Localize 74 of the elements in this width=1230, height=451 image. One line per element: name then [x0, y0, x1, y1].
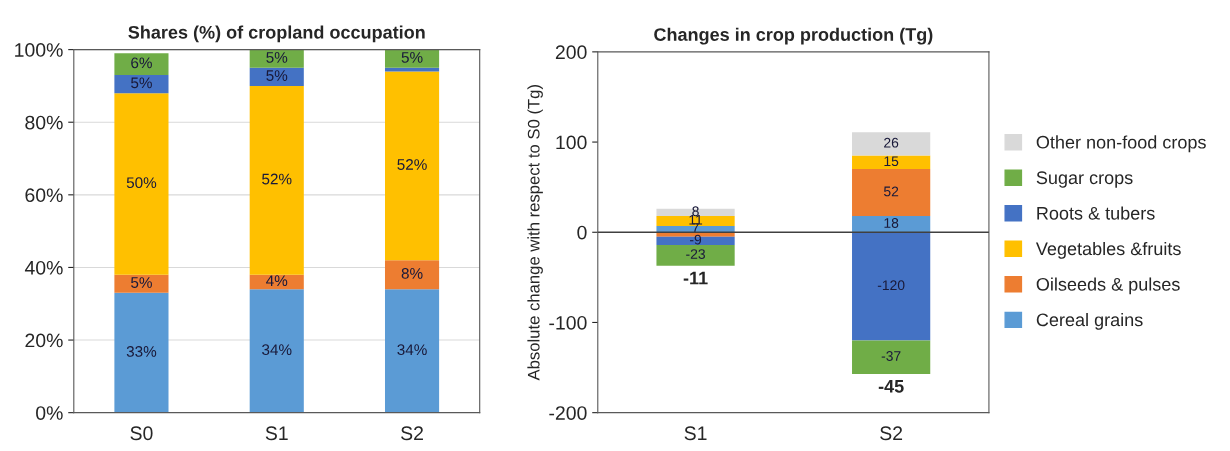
- bar: [114, 75, 169, 94]
- data-label: -9: [690, 234, 702, 245]
- data-label: 5%: [401, 52, 423, 63]
- y-tick-label: 0: [577, 225, 587, 240]
- total-label: -11: [683, 271, 708, 285]
- legend-label: Sugar crops: [1036, 171, 1133, 188]
- legend-label: Vegetables &fruits: [1035, 241, 1181, 259]
- bar: [384, 49, 440, 68]
- bar: [249, 49, 304, 68]
- bar: [249, 289, 304, 413]
- bar: [852, 340, 931, 374]
- bar: [852, 169, 931, 217]
- bar: [249, 85, 304, 275]
- y-tick-label: 40%: [24, 260, 63, 275]
- data-label: 8: [692, 206, 699, 217]
- bar: [384, 289, 440, 413]
- bar: [384, 71, 440, 261]
- bar: [852, 232, 931, 341]
- bar: [249, 67, 304, 86]
- bar: [384, 260, 440, 290]
- x-tick-label: S2: [401, 426, 423, 441]
- data-label: 34%: [397, 344, 427, 356]
- data-label: 6%: [131, 57, 152, 69]
- y-tick-label: 100%: [15, 43, 63, 57]
- data-label: 11: [689, 215, 703, 225]
- y-tick-label: 100: [556, 135, 587, 150]
- y-axis-title: Absolute change with respect to S0 (Tg): [527, 85, 543, 381]
- data-label: 52%: [262, 173, 292, 185]
- data-label: 52%: [397, 159, 427, 170]
- data-label: 34%: [262, 344, 292, 356]
- y-tick-label: 200: [555, 45, 587, 60]
- bar: [114, 292, 169, 413]
- bar: [656, 236, 735, 245]
- y-tick-label: -100: [549, 315, 587, 330]
- total-label: -45: [878, 380, 904, 393]
- data-label: 18: [884, 218, 899, 228]
- y-tick-label: 80%: [25, 115, 63, 130]
- bar: [852, 155, 931, 170]
- data-label: 8%: [401, 267, 423, 279]
- x-tick-label: S0: [130, 426, 153, 441]
- legend-label: Roots & tubers: [1037, 206, 1155, 220]
- chart-title: Shares (%) of cropland occupation: [128, 25, 425, 43]
- data-label: -23: [686, 249, 705, 259]
- x-tick-label: S2: [880, 426, 903, 441]
- x-tick-label: S1: [265, 426, 288, 441]
- bar: [656, 225, 735, 233]
- legend-label: Other non-food crops: [1036, 135, 1206, 153]
- data-label: 33%: [126, 346, 157, 357]
- data-label: -120: [877, 280, 905, 291]
- y-tick-label: -200: [549, 406, 587, 420]
- legend-label: Cereal grains: [1036, 312, 1143, 330]
- data-label: 52: [883, 186, 899, 197]
- y-tick-label: 0%: [36, 406, 63, 420]
- y-tick-label: 20%: [25, 333, 63, 348]
- x-tick-label: S1: [684, 426, 707, 441]
- data-label: 5%: [131, 277, 152, 288]
- bar: [656, 244, 735, 266]
- y-tick-label: 60%: [25, 188, 63, 203]
- data-label: 50%: [126, 177, 157, 189]
- data-label: 5%: [266, 52, 288, 63]
- data-label: 5%: [266, 70, 288, 81]
- data-label: -37: [881, 351, 901, 361]
- data-label: 15: [884, 156, 899, 167]
- bar: [852, 216, 931, 233]
- bar: [114, 93, 169, 275]
- bar: [852, 132, 931, 156]
- chart-title: Changes in crop production (Tg): [654, 27, 933, 45]
- bar: [114, 274, 169, 293]
- bar: [656, 208, 735, 217]
- data-label: 5%: [131, 77, 152, 89]
- data-label: 26: [884, 137, 899, 148]
- legend-label: Oilseeds & pulses: [1036, 277, 1180, 295]
- bar: [114, 53, 169, 76]
- data-label: 4%: [266, 275, 288, 287]
